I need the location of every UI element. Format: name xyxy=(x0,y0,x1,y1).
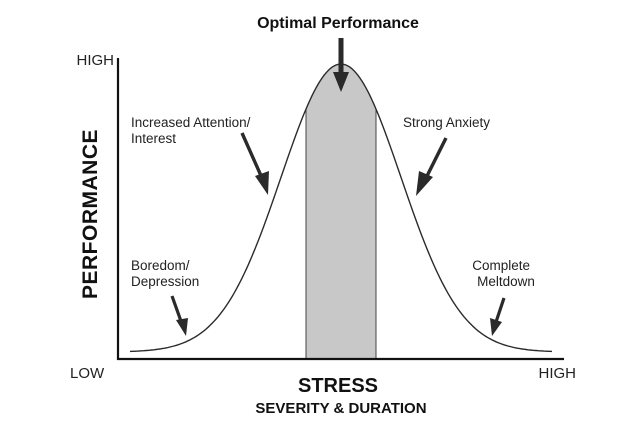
annotation-boredom: Boredom/ Depression xyxy=(131,258,199,289)
x-axis-title: STRESS xyxy=(298,375,378,397)
annotation-anxiety: Strong Anxiety xyxy=(403,115,490,130)
annotation-attention-line-1: Increased Attention/ xyxy=(131,115,251,130)
optimal-zone xyxy=(305,64,377,359)
optimal-arrow xyxy=(333,38,349,92)
annotation-boredom-line-2: Depression xyxy=(131,274,199,289)
x-axis-subtitle: SEVERITY & DURATION xyxy=(255,400,426,417)
x-axis-high-label: HIGH xyxy=(539,365,577,382)
diagram-title: Optimal Performance xyxy=(257,15,419,32)
annotation-anxiety-line-1: Strong Anxiety xyxy=(403,115,490,130)
annotation-anxiety-arrow xyxy=(416,137,448,196)
y-axis-high-label: HIGH xyxy=(77,52,115,69)
y-axis-title: PERFORMANCE xyxy=(79,129,102,299)
annotation-meltdown-line-1: Complete xyxy=(472,258,530,273)
annotation-meltdown-line-2: Meltdown xyxy=(477,274,535,289)
annotation-attention-line-2: Interest xyxy=(131,131,176,146)
annotation-meltdown-arrow xyxy=(490,297,506,336)
annotation-boredom-line-1: Boredom/ xyxy=(131,258,190,273)
annotation-attention: Increased Attention/ Interest xyxy=(131,115,254,146)
y-axis-low-label: LOW xyxy=(70,365,105,382)
annotation-boredom-arrow xyxy=(170,295,188,336)
annotation-meltdown: Complete Meltdown xyxy=(472,258,535,289)
annotation-attention-arrow xyxy=(240,132,269,195)
